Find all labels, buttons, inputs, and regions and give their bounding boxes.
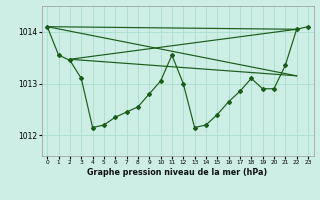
X-axis label: Graphe pression niveau de la mer (hPa): Graphe pression niveau de la mer (hPa) <box>87 168 268 177</box>
